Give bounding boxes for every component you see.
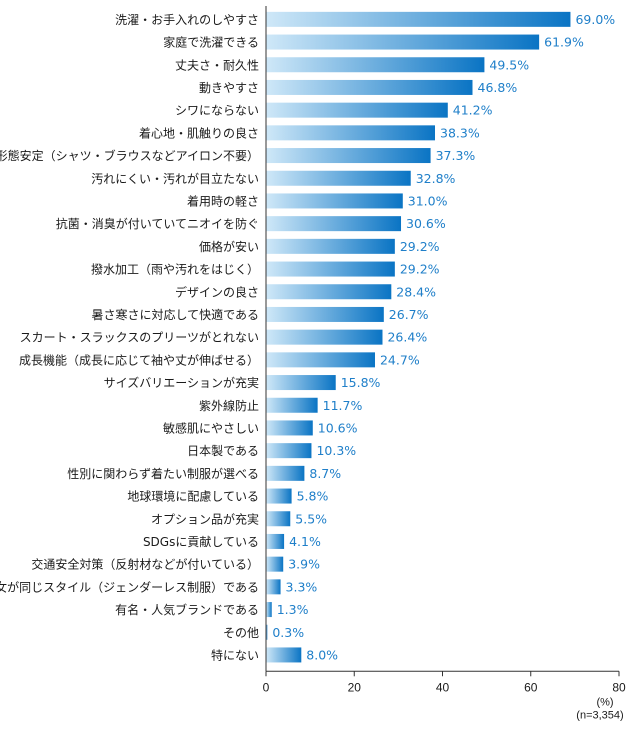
category-label: 特にない	[211, 647, 259, 662]
value-label: 11.7%	[323, 398, 363, 413]
category-label: 撥水加工（雨や汚れをはじく）	[91, 262, 259, 277]
category-label: 有名・人気ブランドである	[115, 602, 259, 617]
category-label: スカート・スラックスのプリーツがとれない	[20, 330, 259, 345]
value-label: 30.6%	[406, 216, 446, 231]
bar	[266, 647, 302, 663]
bars-group	[266, 11, 571, 663]
category-label: 地球環境に配慮している	[127, 489, 259, 504]
category-label: オプション品が充実	[151, 511, 259, 526]
category-label: 価格が安い	[199, 239, 259, 254]
category-label: 紫外線防止	[199, 398, 259, 413]
value-label: 10.3%	[316, 443, 356, 458]
category-label: 形態安定（シャツ・ブラウスなどアイロン不要）	[0, 148, 259, 163]
value-label: 26.4%	[387, 330, 427, 345]
bar	[266, 352, 375, 368]
bar	[266, 216, 402, 232]
value-label: 41.2%	[453, 103, 493, 118]
bar	[266, 148, 431, 164]
bar	[266, 397, 318, 413]
value-label: 29.2%	[400, 239, 440, 254]
value-label: 3.9%	[288, 557, 320, 572]
unit-label: (%)	[596, 696, 613, 708]
bar	[266, 443, 312, 459]
bar	[266, 284, 392, 300]
value-label: 28.4%	[396, 284, 436, 299]
bar	[266, 375, 336, 391]
x-tick-label: 40	[436, 680, 450, 694]
category-label: 日本製である	[187, 444, 259, 458]
bar	[266, 261, 395, 277]
bar	[266, 57, 485, 73]
bar	[266, 556, 284, 572]
category-label: デザインの良さ	[175, 284, 259, 299]
category-label: 成長機能（成長に応じて袖や丈が伸ばせる）	[19, 352, 259, 367]
category-label: 着用時の軽さ	[187, 193, 259, 208]
value-label: 31.0%	[408, 193, 448, 208]
sample-size-note: (n=3,354)	[576, 709, 623, 721]
category-label: シワにならない	[175, 104, 259, 118]
x-tick-label: 20	[348, 680, 362, 694]
value-label: 5.5%	[295, 511, 327, 526]
x-tick-label: 0	[263, 680, 270, 694]
category-label: 丈夫さ・耐久性	[175, 58, 259, 72]
bar	[266, 420, 313, 436]
bar	[266, 465, 305, 481]
value-label: 26.7%	[389, 307, 429, 322]
value-label: 38.3%	[440, 125, 480, 140]
value-label: 29.2%	[400, 262, 440, 277]
category-label: 動きやすさ	[199, 81, 259, 95]
value-label: 32.8%	[416, 171, 456, 186]
category-label: 汚れにくい・汚れが目立たない	[91, 171, 259, 186]
value-label: 46.8%	[478, 80, 518, 95]
bar	[266, 125, 435, 141]
x-ticks-group: 0 20 40 60 80	[263, 671, 626, 694]
value-label: 3.3%	[286, 579, 318, 594]
category-label: 男女が同じスタイル（ジェンダーレス制服）である	[0, 579, 259, 594]
value-label: 69.0%	[575, 12, 615, 27]
category-label: 交通安全対策（反射材などが付いている）	[31, 557, 259, 572]
bar	[266, 79, 473, 95]
category-label: 暑さ寒さに対応して快適である	[91, 307, 259, 322]
bar	[266, 624, 268, 640]
bar	[266, 511, 291, 527]
bar	[266, 193, 403, 209]
bar	[266, 329, 383, 345]
value-label: 49.5%	[489, 57, 529, 72]
bar	[266, 238, 395, 254]
category-label: SDGsに貢献している	[143, 534, 259, 549]
value-label: 37.3%	[436, 148, 476, 163]
bar	[266, 11, 571, 27]
bar	[266, 602, 272, 618]
value-label: 8.0%	[306, 647, 338, 662]
category-label: 性別に関わらず着たい制服が選べる	[67, 466, 259, 481]
x-tick-label: 80	[612, 680, 626, 694]
value-label: 5.8%	[297, 489, 329, 504]
value-label: 61.9%	[544, 35, 584, 50]
bar	[266, 306, 384, 322]
value-label: 8.7%	[309, 466, 341, 481]
bar	[266, 533, 285, 549]
bar	[266, 34, 540, 50]
bar	[266, 488, 292, 504]
category-label: 家庭で洗濯できる	[163, 35, 259, 50]
value-label: 10.6%	[318, 420, 358, 435]
category-label: 抗菌・消臭が付いていてニオイを防ぐ	[56, 216, 259, 231]
value-labels-group: 69.0% 61.9% 49.5% 46.8% 41.2% 38.3% 37.3% 32.8%…	[272, 12, 615, 663]
bar	[266, 102, 448, 118]
category-labels-group: 洗濯・お手入れのしやすさ家庭で洗濯できる丈夫さ・耐久性動きやすさシワにならない着…	[0, 13, 259, 663]
category-label: 着心地・肌触りの良さ	[139, 125, 259, 140]
bar	[266, 579, 281, 595]
x-tick-label: 60	[524, 680, 538, 694]
category-label: サイズバリエーションが充実	[104, 375, 259, 390]
value-label: 4.1%	[289, 534, 321, 549]
category-label: 敏感肌にやさしい	[163, 420, 259, 435]
category-label: 洗濯・お手入れのしやすさ	[115, 13, 259, 27]
value-label: 1.3%	[277, 602, 309, 617]
value-label: 0.3%	[272, 625, 304, 640]
bar	[266, 170, 411, 186]
category-label: その他	[223, 626, 259, 640]
value-label: 24.7%	[380, 352, 420, 367]
value-label: 15.8%	[341, 375, 381, 390]
